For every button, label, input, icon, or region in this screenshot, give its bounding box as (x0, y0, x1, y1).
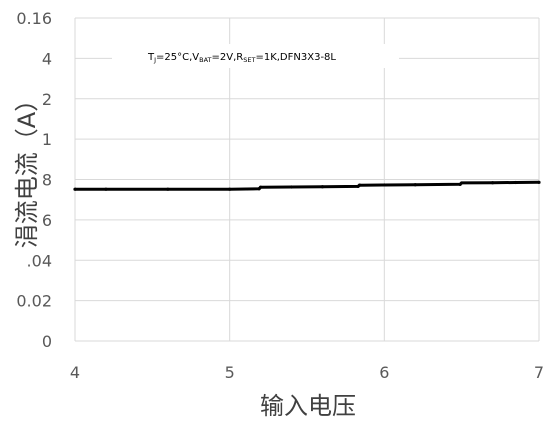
annotation-background (112, 44, 399, 68)
x-tick-label: 5 (225, 363, 235, 382)
data-point (460, 181, 464, 185)
y-tick-label: .04 (27, 251, 52, 270)
y-tick-label: 2 (42, 90, 52, 109)
data-point (320, 185, 325, 189)
data-point (491, 181, 495, 185)
y-tick-label: 0.16 (16, 9, 52, 28)
y-tick-label: 0.02 (16, 292, 52, 311)
annotation-v-sub: BAT (199, 56, 211, 64)
x-axis-title: 输入电压 (260, 392, 356, 420)
y-tick-label: 0 (42, 332, 52, 351)
data-point (357, 183, 362, 187)
grid (74, 17, 540, 342)
y-axis-title: 涓流电流（A） (13, 88, 41, 248)
data-point (166, 187, 170, 191)
data-point (104, 187, 108, 191)
annotation-t-sub: J (153, 56, 156, 64)
y-tick-label: 1 (42, 130, 52, 149)
annotation-t: T (147, 52, 155, 63)
data-point (382, 183, 386, 187)
data-point (514, 180, 518, 185)
data-point (289, 185, 294, 189)
x-tick-labels: 4 5 6 7 (70, 363, 543, 382)
y-tick-label: 8 (42, 171, 52, 190)
data-point (73, 187, 77, 191)
series-line (75, 180, 540, 191)
data-point (259, 185, 263, 189)
series (73, 180, 541, 191)
annotation: TJ=25°C,VBAT=2V,RSET=1K,DFN3X3-8L (147, 52, 336, 64)
annotation-r-sub: SET (243, 56, 255, 64)
y-tick-label: 4 (42, 49, 52, 68)
x-tick-label: 7 (534, 363, 543, 382)
data-point (413, 183, 417, 187)
data-point (228, 187, 232, 191)
annotation-t-value: =25°C,V (156, 52, 199, 63)
y-tick-labels: 0 0.02 .04 6 8 1 2 4 0.16 (16, 9, 52, 351)
data-point (537, 180, 541, 184)
annotation-r-value: =1K,DFN3X3-8L (255, 52, 336, 63)
x-tick-label: 6 (379, 363, 389, 382)
annotation-v-value: =2V,R (212, 52, 244, 63)
x-tick-label: 4 (70, 363, 80, 382)
y-tick-label: 6 (42, 211, 52, 230)
